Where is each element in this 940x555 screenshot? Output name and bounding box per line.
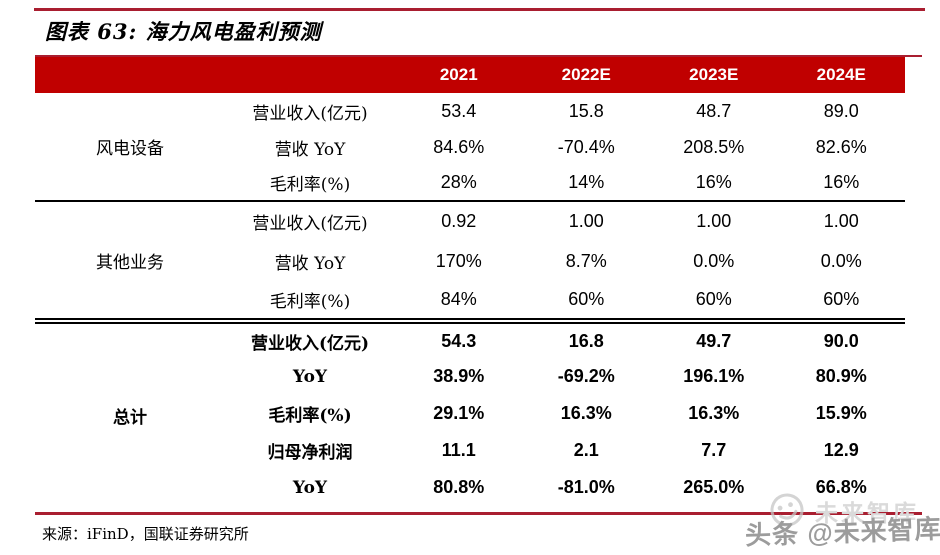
cell-value: 15.8 [522,93,650,129]
row-label: 毛利率(%) [225,281,395,321]
table-row: 毛利率(%) 84% 60% 60% 60% [35,281,905,321]
cell-value: 265.0% [650,469,778,506]
cell-value: 8.7% [522,241,650,281]
bottom-accent-line [35,512,922,515]
cell-value: 80.9% [777,358,905,395]
row-label: 营业收入(亿元) [225,318,395,358]
cell-value: 84.6% [395,129,523,165]
cell-value: 0.92 [395,200,523,241]
cell-value: 1.00 [650,200,778,241]
table-row: 其他业务 营业收入(亿元) 0.92 1.00 1.00 1.00 [35,200,905,321]
figure-title: 图表 63: 海力风电盈利预测 [45,19,322,44]
cell-value: 38.9% [395,358,523,395]
row-label: 营业收入(亿元) [225,200,395,241]
table-row: 营收 YoY 170% 8.7% 0.0% 0.0% [35,241,905,281]
group-label-total: 总计 [35,318,225,506]
cell-value: 60% [650,281,778,321]
table-row: 毛利率(%) 29.1% 16.3% 16.3% 15.9% [35,395,905,432]
table-row: 总计 营业收入(亿元) 54.3 16.8 49.7 90.0 [35,318,905,506]
cell-value: 49.7 [650,318,778,358]
cell-value: 16% [650,165,778,201]
row-label: 营业收入(亿元) [225,93,395,129]
header-spacer [35,57,225,93]
row-label: 营收 YoY [225,129,395,165]
table-header-top-line [35,55,922,57]
cell-value: 196.1% [650,358,778,395]
cell-value: 0.0% [650,241,778,281]
cell-value: 28% [395,165,523,201]
cell-value: 2.1 [522,432,650,469]
table-row: 毛利率(%) 28% 14% 16% 16% [35,165,905,201]
cell-value: 11.1 [395,432,523,469]
cell-value: 16.3% [522,395,650,432]
group-label-wind-equipment: 风电设备 [35,93,225,201]
cell-value: 16.3% [650,395,778,432]
cell-value: 82.6% [777,129,905,165]
cell-value: -70.4% [522,129,650,165]
cell-value: 53.4 [395,93,523,129]
cell-value: -81.0% [522,469,650,506]
cell-value: 1.00 [522,200,650,241]
cell-value: 16.8 [522,318,650,358]
cell-value: 29.1% [395,395,523,432]
cell-value: 60% [522,281,650,321]
year-header-2022e: 2022E [561,65,611,84]
cell-value: 14% [522,165,650,201]
cell-value: 90.0 [777,318,905,358]
cell-value: 16% [777,165,905,201]
cell-value: 208.5% [650,129,778,165]
row-label: YoY [225,358,395,395]
cell-value: 66.8% [777,469,905,506]
row-label: YoY [225,469,395,506]
cell-value: 0.0% [777,241,905,281]
table-row: YoY 38.9% -69.2% 196.1% 80.9% [35,358,905,395]
row-label: 营收 YoY [225,241,395,281]
profit-forecast-table: 2021 2022E 2023E 2024E 风电设备 营业收入(亿元) 53.… [35,57,905,506]
cell-value: 48.7 [650,93,778,129]
row-label: 毛利率(%) [225,395,395,432]
table-row: 营收 YoY 84.6% -70.4% 208.5% 82.6% [35,129,905,165]
row-label: 毛利率(%) [225,165,395,201]
top-accent-line [34,8,925,11]
cell-value: 80.8% [395,469,523,506]
table-row: 风电设备 营业收入(亿元) 53.4 15.8 48.7 89.0 [35,93,905,201]
cell-value: 54.3 [395,318,523,358]
year-header-2024e: 2024E [816,65,866,84]
cell-value: 7.7 [650,432,778,469]
watermark-text: 头条 @未来智库 [744,513,940,551]
group-label-other-business: 其他业务 [35,200,225,321]
cell-value: 60% [777,281,905,321]
table-row: YoY 80.8% -81.0% 265.0% 66.8% [35,469,905,506]
table-row: 归母净利润 11.1 2.1 7.7 12.9 [35,432,905,469]
cell-value: 89.0 [777,93,905,129]
cell-value: -69.2% [522,358,650,395]
table-header-row: 2021 2022E 2023E 2024E [35,57,905,93]
source-note: 来源：iFinD，国联证券研究所 [42,525,249,543]
cell-value: 15.9% [777,395,905,432]
row-label: 归母净利润 [225,432,395,469]
cell-value: 84% [395,281,523,321]
cell-value: 12.9 [777,432,905,469]
cell-value: 1.00 [777,200,905,241]
cell-value: 170% [395,241,523,281]
header-spacer [225,57,395,93]
year-header-2021: 2021 [439,65,478,84]
year-header-2023e: 2023E [689,65,739,84]
